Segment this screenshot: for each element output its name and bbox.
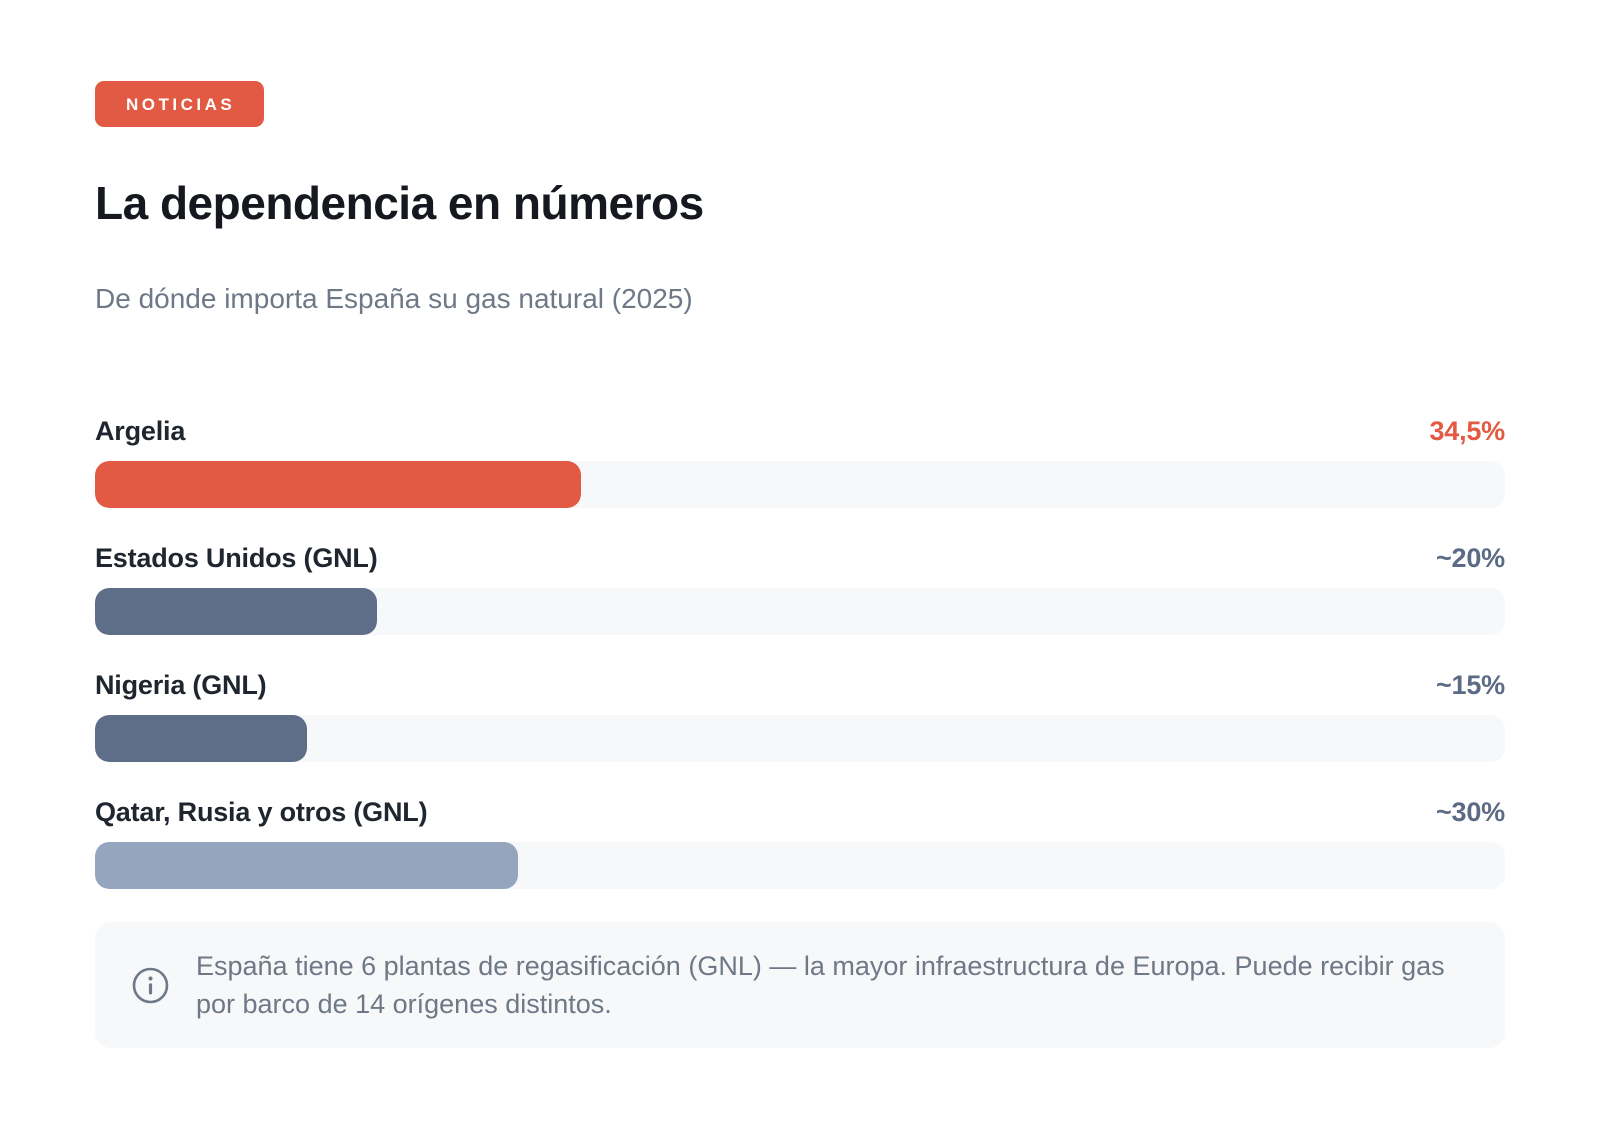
bar-track bbox=[95, 588, 1505, 635]
bar-row-header: Qatar, Rusia y otros (GNL) ~30% bbox=[95, 795, 1505, 829]
bar-chart: Argelia 34,5% Estados Unidos (GNL) ~20% … bbox=[95, 414, 1505, 889]
bar-track bbox=[95, 715, 1505, 762]
bar-track bbox=[95, 842, 1505, 889]
chart-subtitle: De dónde importa España su gas natural (… bbox=[95, 283, 693, 314]
bar-row: Estados Unidos (GNL) ~20% bbox=[95, 541, 1505, 635]
info-icon bbox=[132, 967, 169, 1004]
info-note: España tiene 6 plantas de regasificación… bbox=[95, 922, 1505, 1048]
bar-value: ~30% bbox=[1435, 797, 1505, 827]
bar-row-header: Estados Unidos (GNL) ~20% bbox=[95, 541, 1505, 575]
noticias-badge: NOTICIAS bbox=[95, 81, 265, 127]
bar-fill bbox=[95, 842, 518, 889]
bar-label: Qatar, Rusia y otros (GNL) bbox=[95, 797, 428, 827]
bar-value: 34,5% bbox=[1429, 416, 1505, 446]
bar-row-header: Argelia 34,5% bbox=[95, 414, 1505, 448]
bar-value: ~20% bbox=[1435, 543, 1505, 573]
bar-row: Argelia 34,5% bbox=[95, 414, 1505, 508]
bar-label: Argelia bbox=[95, 416, 186, 446]
bar-row: Qatar, Rusia y otros (GNL) ~30% bbox=[95, 795, 1505, 889]
bar-fill bbox=[95, 715, 307, 762]
page-title: La dependencia en números bbox=[95, 177, 704, 229]
bar-row: Nigeria (GNL) ~15% bbox=[95, 668, 1505, 762]
bar-value: ~15% bbox=[1435, 670, 1505, 700]
bar-fill bbox=[95, 461, 582, 508]
note-text: España tiene 6 plantas de regasificación… bbox=[196, 951, 1445, 1019]
bar-row-header: Nigeria (GNL) ~15% bbox=[95, 668, 1505, 702]
bar-label: Nigeria (GNL) bbox=[95, 670, 267, 700]
bar-track bbox=[95, 461, 1505, 508]
bar-fill bbox=[95, 588, 377, 635]
bar-label: Estados Unidos (GNL) bbox=[95, 543, 378, 573]
